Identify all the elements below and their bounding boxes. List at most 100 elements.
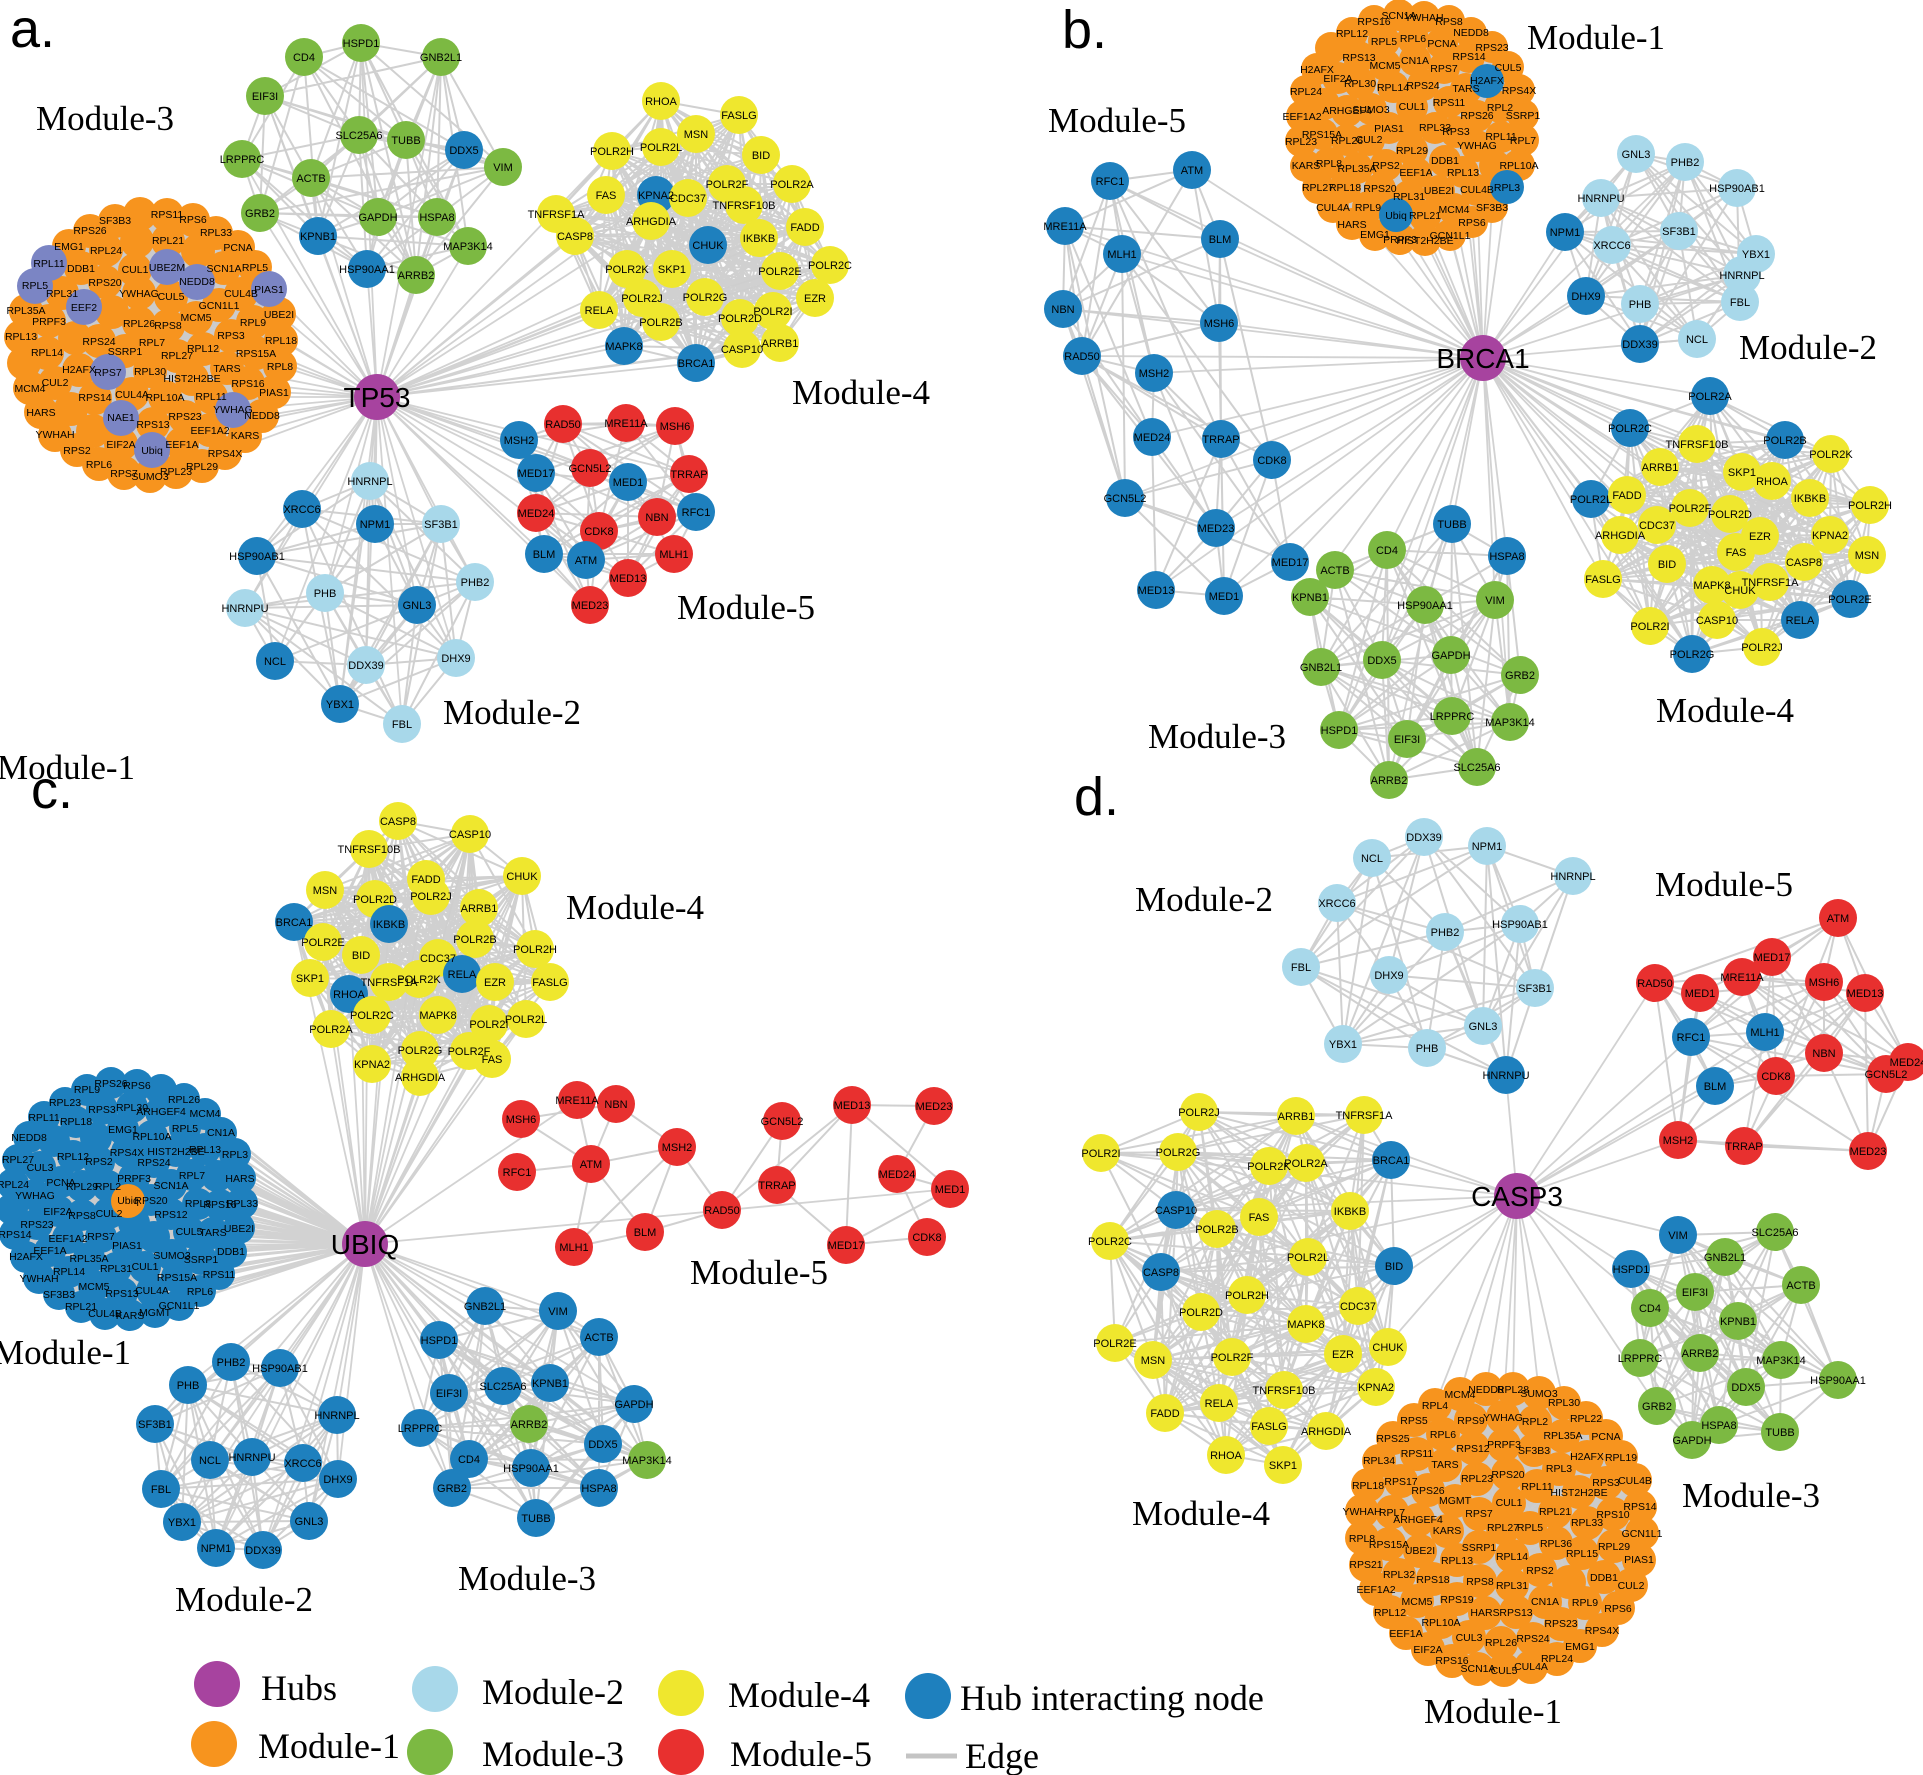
svg-text:SLC25A6: SLC25A6 [1751,1227,1798,1239]
svg-text:XRCC6: XRCC6 [1593,240,1630,252]
svg-text:LRPPRC: LRPPRC [1618,1353,1663,1365]
svg-text:DHX9: DHX9 [323,1474,352,1486]
svg-text:RPL33: RPL33 [1419,122,1451,134]
svg-text:RPL18: RPL18 [1352,1480,1384,1492]
svg-text:RPL31: RPL31 [100,1263,132,1275]
svg-text:RPL7: RPL7 [1510,135,1536,147]
svg-text:RPL11: RPL11 [1485,131,1516,143]
svg-text:RPL27: RPL27 [1302,182,1334,194]
svg-text:RPL29: RPL29 [1598,1541,1630,1553]
svg-text:RPL26: RPL26 [168,1094,200,1106]
svg-text:RPL23: RPL23 [1285,136,1317,148]
svg-text:POLR2L: POLR2L [640,142,682,154]
svg-text:POLR2C: POLR2C [1088,1236,1132,1248]
svg-text:HIST2H2BE: HIST2H2BE [1396,235,1453,247]
svg-text:DHX9: DHX9 [441,653,470,665]
svg-text:ARRB2: ARRB2 [1371,775,1408,787]
svg-text:RPS8: RPS8 [1435,16,1463,28]
svg-text:GCN5L2: GCN5L2 [1104,493,1147,505]
svg-text:EIF2A: EIF2A [106,439,135,451]
svg-text:KPNA2: KPNA2 [1812,530,1848,542]
svg-text:CUL2: CUL2 [96,1208,123,1220]
svg-text:RPL11: RPL11 [33,258,64,270]
svg-text:KARS: KARS [116,1310,145,1322]
svg-text:DDB1: DDB1 [1431,155,1459,167]
svg-text:RPL12: RPL12 [187,343,219,355]
svg-text:TARS: TARS [1452,83,1479,95]
svg-text:YBX1: YBX1 [1742,249,1770,261]
svg-text:MED13: MED13 [834,1100,871,1112]
svg-text:VIM: VIM [1485,595,1505,607]
svg-text:RPS14: RPS14 [1452,51,1485,63]
svg-text:POLR2L: POLR2L [1287,1252,1329,1264]
svg-text:POLR2H: POLR2H [513,944,557,956]
svg-text:SSRP1: SSRP1 [1506,110,1541,122]
svg-text:DDX5: DDX5 [449,145,478,157]
svg-text:Module-2: Module-2 [175,1580,313,1619]
svg-text:TUBB: TUBB [391,135,420,147]
svg-text:GCN5L2: GCN5L2 [761,1116,804,1128]
svg-text:RPL9: RPL9 [1355,202,1381,214]
svg-text:Module-1: Module-1 [1424,1692,1562,1731]
svg-text:MED17: MED17 [518,468,555,480]
svg-text:RPS2: RPS2 [1526,1565,1554,1577]
svg-text:CUL5: CUL5 [1491,1665,1518,1677]
svg-text:RPL8: RPL8 [1316,158,1342,170]
svg-text:RPS24: RPS24 [1406,80,1439,92]
svg-text:a.: a. [10,0,55,59]
svg-text:RELA: RELA [585,305,614,317]
svg-text:MRE11A: MRE11A [1720,972,1764,984]
svg-text:KPNB1: KPNB1 [1720,1316,1756,1328]
svg-text:CASP10: CASP10 [721,344,763,356]
svg-text:FADD: FADD [411,874,440,886]
svg-text:NPM1: NPM1 [201,1543,232,1555]
svg-text:CASP10: CASP10 [1155,1205,1197,1217]
svg-text:FAS: FAS [1249,1212,1270,1224]
svg-text:BRCA1: BRCA1 [678,358,715,370]
svg-text:HSPA8: HSPA8 [1701,1420,1736,1432]
svg-text:RPL29: RPL29 [186,461,218,473]
svg-text:ARHGDIA: ARHGDIA [1301,1426,1352,1438]
svg-text:MED1: MED1 [935,1184,966,1196]
svg-text:MED13: MED13 [610,573,647,585]
svg-text:POLR2I: POLR2I [469,1019,508,1031]
svg-text:RPS3: RPS3 [217,330,245,342]
svg-text:YWHAG: YWHAG [213,404,253,416]
svg-text:RPL9: RPL9 [74,1084,100,1096]
svg-text:RPS14: RPS14 [1623,1501,1656,1513]
svg-text:RPL26: RPL26 [1331,135,1363,147]
svg-text:RPL6: RPL6 [187,1286,213,1298]
svg-text:RPS11: RPS11 [1401,1448,1434,1460]
svg-text:Module-5: Module-5 [1048,101,1186,140]
svg-text:TRRAP: TRRAP [1202,434,1239,446]
svg-text:CHUK: CHUK [692,240,724,252]
svg-text:EIF3I: EIF3I [252,91,278,103]
svg-text:CUL4A: CUL4A [115,389,149,401]
svg-text:HSP90AB1: HSP90AB1 [252,1363,308,1375]
svg-text:NEDD8: NEDD8 [244,410,280,422]
svg-text:MED1: MED1 [1209,591,1240,603]
svg-text:GCN5L2: GCN5L2 [1865,1069,1908,1081]
svg-text:TRRAP: TRRAP [758,1180,795,1192]
svg-text:SLC25A6: SLC25A6 [335,130,382,142]
svg-text:RPS3: RPS3 [1442,126,1470,138]
svg-text:RPL5: RPL5 [1517,1522,1543,1534]
svg-text:EIF2A: EIF2A [1323,73,1352,85]
svg-text:RPL5: RPL5 [22,280,48,292]
svg-text:ATM: ATM [580,1159,602,1171]
svg-text:KPNB1: KPNB1 [1292,592,1328,604]
svg-text:RPS7: RPS7 [110,468,138,480]
svg-text:PCNA: PCNA [223,242,252,254]
svg-text:POLR2A: POLR2A [309,1024,353,1036]
svg-text:CUL2: CUL2 [1618,1580,1645,1592]
svg-text:Module-3: Module-3 [1682,1476,1820,1515]
svg-text:ATM: ATM [1181,165,1203,177]
svg-text:CUL1: CUL1 [1496,1497,1523,1509]
svg-text:RPL31: RPL31 [1393,191,1425,203]
svg-text:RPL14: RPL14 [53,1266,85,1278]
svg-text:RPS6: RPS6 [1604,1603,1632,1615]
svg-text:PHB2: PHB2 [1431,927,1460,939]
svg-text:KPNB1: KPNB1 [532,1378,568,1390]
svg-text:POLR2H: POLR2H [1225,1290,1269,1302]
svg-text:RPS14: RPS14 [0,1229,32,1241]
